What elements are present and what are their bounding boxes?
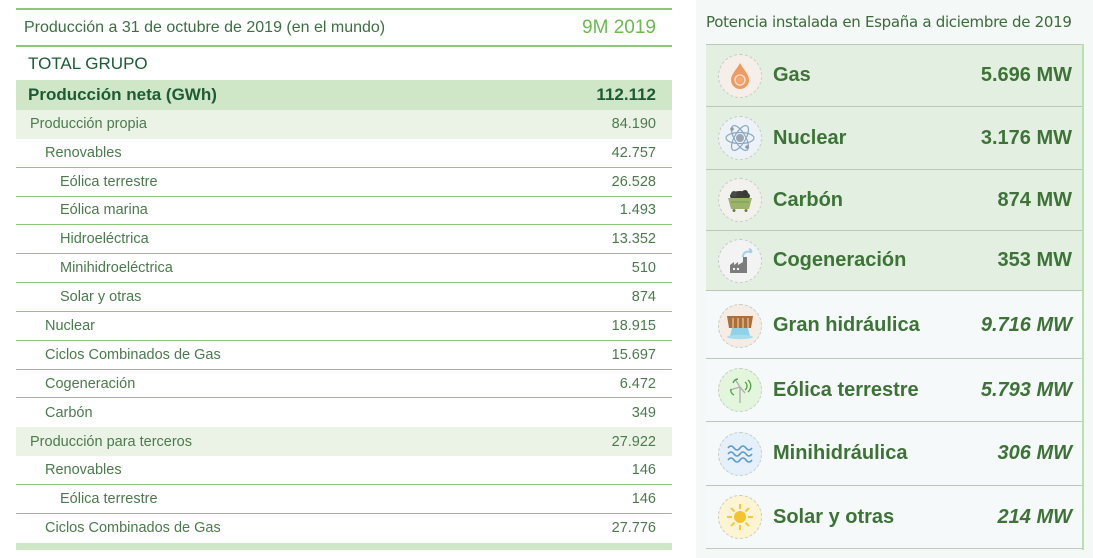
item-value: 5.793 MW	[980, 378, 1072, 401]
item-value: 3.176 MW	[980, 126, 1072, 149]
divider	[706, 44, 1082, 45]
coal-cart-icon	[718, 178, 762, 222]
table-row: Renovables 42.757	[16, 139, 672, 168]
table-header: Producción a 31 de octubre de 2019 (en e…	[16, 12, 672, 44]
capacity-item-solar: Solar y otras 214 MW	[706, 486, 1082, 548]
row-value: 112.112	[596, 85, 656, 104]
table-title: Producción a 31 de octubre de 2019 (en e…	[24, 19, 386, 36]
divider	[16, 8, 672, 10]
item-name: Eólica terrestre	[773, 378, 919, 401]
row-label: Carbón	[45, 404, 93, 421]
row-value: 26.528	[611, 173, 656, 190]
table-row: Solar y otras 874	[16, 283, 672, 312]
capacity-item-nuclear: Nuclear 3.176 MW	[706, 107, 1082, 170]
capacity-item-large-hydro: Gran hidráulica 9.716 MW	[706, 293, 1082, 359]
row-value: 510	[631, 260, 656, 277]
row-value: 27.922	[611, 433, 656, 450]
capacity-item-onshore-wind: Eólica terrestre 5.793 MW	[706, 359, 1082, 422]
side-accent	[1082, 44, 1084, 550]
table-row: Carbón 349	[16, 398, 672, 427]
dam-icon	[718, 303, 762, 348]
item-name: Carbón	[773, 188, 843, 211]
footer-band	[16, 543, 672, 550]
item-name: Cogeneración	[773, 249, 907, 271]
divider	[706, 548, 1082, 549]
item-value: 306 MW	[997, 442, 1072, 464]
row-label: Nuclear	[45, 317, 95, 334]
row-value: 13.352	[611, 231, 656, 248]
item-value: 9.716 MW	[980, 314, 1072, 336]
row-value: 146	[631, 490, 656, 507]
item-name: Nuclear	[773, 126, 847, 149]
table-row: Eólica terrestre 146	[16, 485, 672, 514]
row-value: 42.757	[611, 144, 656, 161]
table-row: Nuclear 18.915	[16, 312, 672, 341]
row-label: Minihidroeléctrica	[60, 260, 173, 277]
table-row: Producción propia 84.190	[16, 110, 672, 139]
capacity-item-mini-hydro: Minihidráulica 306 MW	[706, 422, 1082, 486]
atom-icon	[718, 116, 762, 160]
panel-title: Potencia instalada en España a diciembre…	[706, 13, 1072, 31]
row-value: 874	[631, 288, 656, 305]
row-label: Producción para terceros	[30, 433, 192, 450]
capacity-item-cogeneration: Cogeneración 353 MW	[706, 231, 1082, 291]
factory-icon	[718, 238, 762, 283]
divider	[16, 45, 672, 47]
table-row: Renovables 146	[16, 456, 672, 485]
waves-icon	[718, 431, 762, 476]
row-value: 18.915	[611, 317, 656, 334]
capacity-item-coal: Carbón 874 MW	[706, 170, 1082, 231]
capacity-panel: Potencia instalada en España a diciembre…	[696, 0, 1093, 558]
row-label: Producción propia	[30, 116, 147, 133]
sun-icon	[718, 495, 762, 539]
row-value: 1.493	[619, 202, 656, 219]
row-label: Eólica terrestre	[60, 173, 158, 190]
row-label: Eólica marina	[60, 202, 148, 219]
production-table: Producción a 31 de octubre de 2019 (en e…	[16, 0, 672, 558]
table-row: Hidroeléctrica 13.352	[16, 225, 672, 255]
table-row: Minihidroeléctrica 510	[16, 254, 672, 284]
table-row: Ciclos Combinados de Gas 15.697	[16, 341, 672, 370]
gas-flame-icon	[718, 53, 762, 98]
table-row: Producción para terceros 27.922	[16, 427, 672, 457]
item-value: 5.696 MW	[980, 64, 1072, 86]
item-name: Solar y otras	[773, 505, 895, 528]
row-label: Ciclos Combinados de Gas	[45, 346, 221, 363]
row-label: Renovables	[45, 462, 122, 479]
group-label: TOTAL GRUPO	[28, 54, 148, 73]
item-value: 214 MW	[997, 505, 1072, 528]
table-row: Eólica marina 1.493	[16, 197, 672, 226]
row-label: Ciclos Combinados de Gas	[45, 520, 221, 537]
row-label: Producción neta (GWh)	[28, 85, 217, 104]
row-label: Solar y otras	[60, 288, 142, 305]
row-label: Hidroeléctrica	[60, 231, 149, 248]
item-value: 353 MW	[997, 249, 1072, 271]
row-label: Eólica terrestre	[60, 490, 158, 507]
table-row: Cogeneración 6.472	[16, 370, 672, 399]
item-value: 874 MW	[997, 188, 1072, 211]
item-name: Gas	[773, 64, 811, 86]
item-name: Gran hidráulica	[773, 314, 920, 336]
row-label: Renovables	[45, 144, 122, 161]
row-value: 6.472	[619, 375, 656, 392]
wind-turbine-icon	[718, 368, 762, 412]
table-row: Eólica terrestre 26.528	[16, 168, 672, 197]
capacity-item-gas: Gas 5.696 MW	[706, 45, 1082, 107]
row-value: 27.776	[611, 520, 656, 537]
row-value: 146	[631, 462, 656, 479]
row-value: 349	[631, 404, 656, 421]
row-value: 84.190	[611, 116, 656, 133]
table-rows: Producción neta (GWh) 112.112 Producción…	[16, 80, 672, 543]
table-row: Producción neta (GWh) 112.112	[16, 80, 672, 110]
row-label: Cogeneración	[45, 375, 136, 392]
item-name: Minihidráulica	[773, 442, 908, 464]
table-row: Ciclos Combinados de Gas 27.776	[16, 514, 672, 543]
row-value: 15.697	[611, 346, 656, 363]
period-label: 9M 2019	[582, 17, 656, 38]
